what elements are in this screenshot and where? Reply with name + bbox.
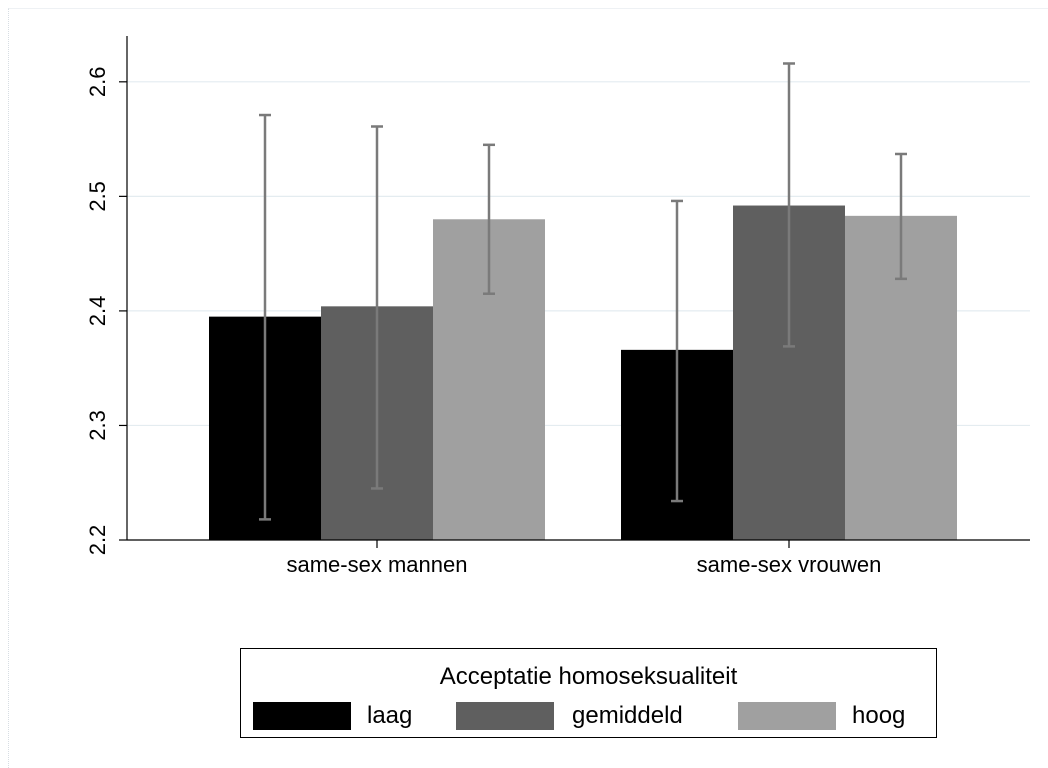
x-tick-label: same-sex mannen (287, 552, 468, 577)
error-bars (259, 62, 907, 521)
y-tick-label: 2.2 (85, 525, 110, 556)
bars (209, 205, 957, 541)
legend-label-laag: laag (367, 702, 413, 729)
x-tick-labels: same-sex mannen same-sex vrouwen (287, 540, 882, 577)
y-ticks: 2.2 2.3 2.4 2.5 2.6 (85, 67, 127, 556)
legend-swatch-gemiddeld (456, 702, 554, 730)
y-tick-label: 2.6 (85, 67, 110, 98)
legend-title: Acceptatie homoseksualiteit (439, 663, 738, 690)
legend-swatch-laag (253, 702, 351, 730)
bar-chart: 2.22.32.42.52.6 same-sex mannen same-sex … (85, 36, 1030, 577)
legend-swatch-hoog (738, 702, 836, 730)
axes (126, 36, 1030, 541)
legend-label-gemiddeld: gemiddeld (572, 702, 683, 729)
y-tick-label: 2.5 (85, 181, 110, 212)
y-tick-label: 2.4 (85, 296, 110, 327)
legend: Acceptatie homoseksualiteit laag gemidde… (240, 648, 937, 738)
legend-label-hoog: hoog (852, 702, 906, 729)
y-tick-label: 2.3 (85, 410, 110, 441)
chart-frame (8, 8, 1048, 768)
x-tick-label: same-sex vrouwen (697, 552, 882, 577)
